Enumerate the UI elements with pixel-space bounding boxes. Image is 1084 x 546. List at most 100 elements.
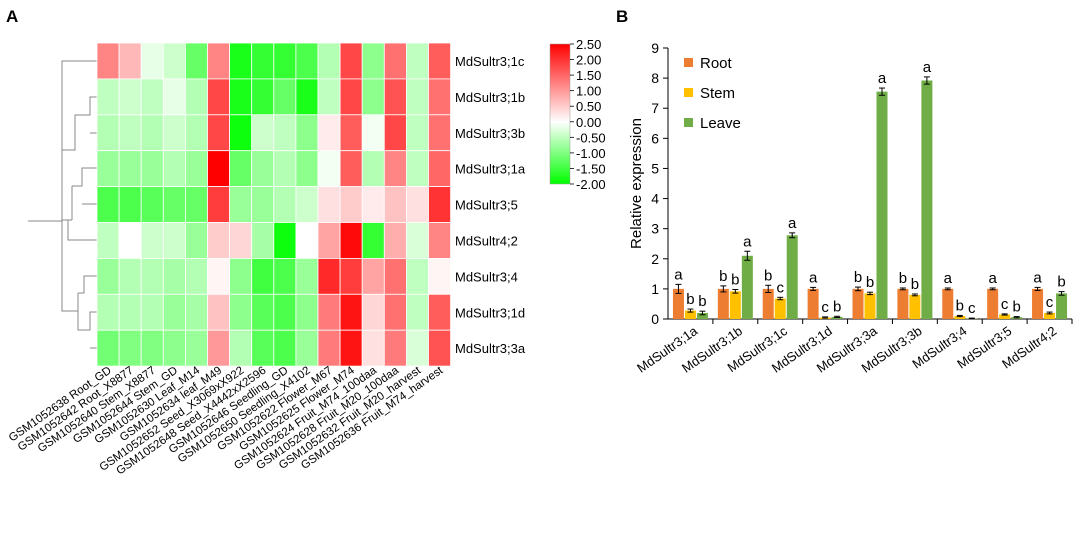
- heatmap-cell: [339, 186, 363, 223]
- colorbar-tick-label: -1.50: [576, 161, 606, 176]
- heatmap-cell: [405, 78, 429, 116]
- dendrogram: [28, 60, 97, 349]
- heatmap-cell: [428, 150, 452, 187]
- heatmap-cell: [140, 293, 164, 331]
- bar: [1032, 288, 1044, 319]
- heatmap-cell: [162, 150, 186, 187]
- significance-letter: a: [1033, 269, 1042, 286]
- bar: [852, 288, 864, 319]
- heatmap-cell: [229, 78, 253, 116]
- heatmap-cell: [339, 78, 363, 116]
- dendrogram-branch: [77, 293, 84, 331]
- heatmap-cell: [229, 222, 253, 259]
- significance-letter: a: [988, 270, 997, 287]
- y-tick-label: 0: [651, 311, 659, 327]
- heatmap-row-label: MdSultr3;1a: [455, 162, 526, 177]
- heatmap-cell: [207, 257, 231, 295]
- heatmap-cell: [295, 257, 319, 295]
- heatmap-cell: [405, 293, 429, 331]
- heatmap-cell: [273, 42, 297, 80]
- heatmap-cell: [251, 257, 275, 295]
- colorbar-tick-label: 1.50: [576, 68, 601, 83]
- heatmap-cell: [162, 222, 186, 259]
- colorbar-tick-label: -2.00: [576, 177, 606, 192]
- heatmap-cell: [295, 329, 319, 367]
- heatmap-cell: [383, 114, 407, 152]
- heatmap: [96, 42, 452, 367]
- bar: [696, 312, 708, 319]
- y-tick-label: 3: [651, 221, 659, 237]
- colorbar-gradient: [549, 43, 571, 185]
- colorbar: 2.502.001.501.000.500.00-0.50-1.00-1.50-…: [549, 37, 606, 192]
- y-tick-label: 2: [651, 251, 659, 267]
- dendrogram-branch: [61, 150, 78, 312]
- heatmap-cell: [405, 222, 429, 259]
- colorbar-tick-label: 2.00: [576, 53, 601, 68]
- significance-letter: a: [878, 70, 887, 87]
- bar: [786, 235, 798, 319]
- dendrogram-branch: [84, 311, 97, 331]
- heatmap-cell: [96, 222, 120, 259]
- heatmap-cell: [184, 257, 208, 295]
- legend-label: Root: [700, 55, 733, 72]
- heatmap-cell: [428, 329, 452, 367]
- heatmap-cell: [162, 257, 186, 295]
- heatmap-row-label: MdSultr3;1c: [455, 54, 525, 69]
- heatmap-cell: [361, 78, 385, 116]
- heatmap-cell: [361, 293, 385, 331]
- significance-letter: a: [809, 269, 818, 286]
- bar: [909, 294, 921, 319]
- heatmap-cell: [162, 78, 186, 116]
- heatmap-row-labels: MdSultr3;1c MdSultr3;1b MdSultr3;3b MdSultr…: [455, 54, 526, 356]
- dendrogram-branch: [85, 96, 97, 116]
- heatmap-cell: [140, 222, 164, 259]
- heatmap-cell: [273, 293, 297, 331]
- heatmap-cell: [207, 78, 231, 116]
- heatmap-cell: [118, 186, 142, 223]
- bar: [684, 310, 696, 319]
- heatmap-cell: [229, 114, 253, 152]
- heatmap-cell: [339, 42, 363, 80]
- heatmap-cell: [140, 150, 164, 187]
- heatmap-cell: [339, 114, 363, 152]
- heatmap-row-label: MdSultr3;4: [455, 269, 518, 284]
- heatmap-cell: [118, 114, 142, 152]
- heatmap-cell: [96, 186, 120, 223]
- heatmap-cell: [251, 222, 275, 259]
- y-tick-label: 9: [651, 40, 659, 56]
- heatmap-cell: [317, 114, 341, 152]
- heatmap-cell: [184, 293, 208, 331]
- heatmap-cell: [140, 42, 164, 80]
- heatmap-cell: [405, 329, 429, 367]
- heatmap-cell: [118, 150, 142, 187]
- heatmap-cell: [273, 222, 297, 259]
- y-tick-label: 4: [651, 191, 659, 207]
- heatmap-cell: [361, 329, 385, 367]
- heatmap-cell: [229, 293, 253, 331]
- heatmap-cell: [339, 257, 363, 295]
- heatmap-cell: [184, 186, 208, 223]
- legend-swatch: [684, 88, 693, 97]
- heatmap-cell: [383, 186, 407, 223]
- heatmap-cell: [229, 150, 253, 187]
- heatmap-cell: [251, 293, 275, 331]
- heatmap-cell: [96, 150, 120, 187]
- heatmap-cell: [207, 114, 231, 152]
- heatmap-cell: [405, 257, 429, 295]
- heatmap-cell: [383, 150, 407, 187]
- heatmap-cell: [361, 150, 385, 187]
- heatmap-cell: [162, 293, 186, 331]
- colorbar-tick-label: 0.00: [576, 115, 601, 130]
- heatmap-cell: [317, 222, 341, 259]
- dendrogram-branch: [67, 219, 97, 241]
- significance-letter: c: [776, 279, 784, 296]
- heatmap-cell: [383, 78, 407, 116]
- heatmap-cell: [118, 329, 142, 367]
- bar: [672, 288, 684, 319]
- heatmap-cell: [140, 257, 164, 295]
- heatmap-cell: [383, 293, 407, 331]
- heatmap-cell: [317, 186, 341, 223]
- heatmap-cell: [162, 42, 186, 80]
- heatmap-cell: [273, 257, 297, 295]
- significance-letter: b: [731, 271, 739, 288]
